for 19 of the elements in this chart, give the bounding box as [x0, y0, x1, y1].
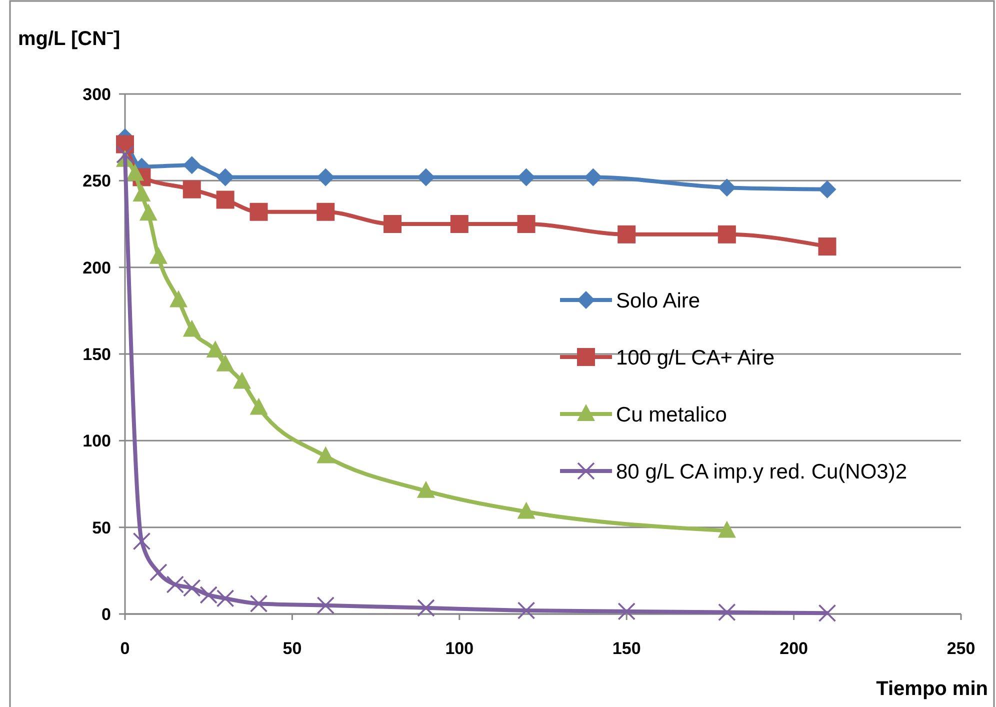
- legend-label: 100 g/L CA+ Aire: [616, 346, 775, 370]
- x-tick-label: 150: [612, 639, 641, 658]
- y-tick-label: 50: [92, 518, 111, 538]
- y-axis-title: mg/L [CN⁻]: [18, 28, 120, 50]
- y-tick-label: 300: [82, 84, 111, 104]
- y-tick-label: 100: [82, 432, 111, 451]
- legend-label: Cu metalico: [616, 403, 727, 426]
- y-tick-label: 0: [102, 604, 111, 624]
- x-tick-label: 250: [946, 639, 976, 658]
- x-tick-label: 50: [282, 639, 302, 658]
- x-tick-label: 100: [445, 639, 474, 658]
- y-tick-label: 150: [82, 344, 111, 364]
- x-tick-label: 0: [120, 639, 130, 658]
- legend-label: Solo Aire: [616, 289, 700, 312]
- y-tick-label: 200: [82, 258, 111, 278]
- y-tick-label: 250: [82, 172, 111, 191]
- x-tick-label: 200: [780, 639, 808, 658]
- x-axis-title: Tiempo min: [876, 678, 988, 700]
- legend-label: 80 g/L CA imp.y red. Cu(NO3)2: [616, 460, 908, 484]
